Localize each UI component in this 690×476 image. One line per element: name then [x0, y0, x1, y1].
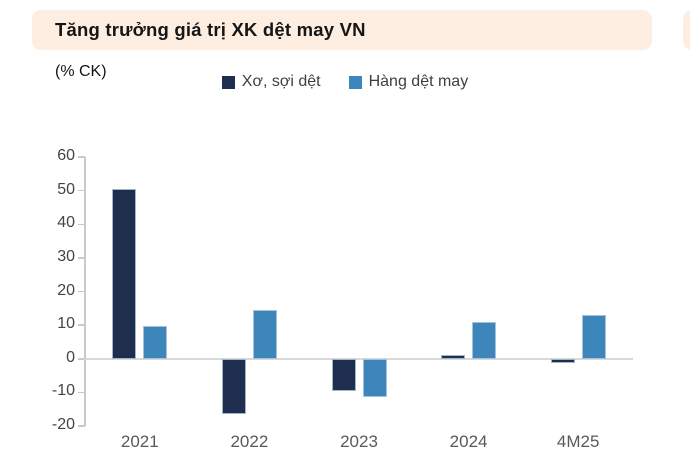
- bar-2021-series-1: [143, 326, 168, 359]
- x-tick-label: 2022: [230, 432, 269, 451]
- panel-title-box: Tăng trưởng giá trị XK dệt may VN: [32, 10, 652, 50]
- legend-swatch-dark: [221, 75, 235, 89]
- bar-2022-series-0: [221, 358, 246, 415]
- y-tick-mark: [78, 358, 85, 360]
- y-tick-mark: [78, 425, 85, 427]
- y-tick-mark: [78, 223, 85, 225]
- y-tick-label: -20: [51, 416, 75, 433]
- y-tick-mark: [78, 324, 85, 326]
- legend-swatch-blue: [348, 75, 362, 89]
- x-tick-label: 4M25: [556, 432, 600, 451]
- bar-chart: 60 50 40 30 20 10 0 -10 -20 2021 2022 2023 2024 4M25: [0, 145, 690, 476]
- legend-label: Hàng dệt may: [368, 73, 469, 90]
- panel-title: Tăng trưởng giá trị XK dệt may VN: [55, 19, 366, 40]
- bar-4M25-series-0: [550, 358, 575, 364]
- legend-item-hang-det-may: Hàng dệt may: [348, 73, 469, 91]
- x-tick-label: 2021: [120, 432, 159, 451]
- y-tick-label: 30: [57, 247, 75, 265]
- y-tick-label: 60: [57, 147, 75, 164]
- y-tick-mark: [78, 257, 85, 259]
- y-tick-mark: [78, 156, 85, 158]
- bar-2021-series-0: [112, 188, 137, 359]
- y-tick-label: 20: [57, 281, 75, 299]
- y-tick-mark: [78, 391, 85, 394]
- y-tick-label: 40: [57, 214, 75, 232]
- legend-label: Xơ, sợi dệt: [241, 73, 321, 90]
- y-tick-mark: [78, 290, 85, 293]
- y-axis-unit-label: (% CK): [55, 63, 107, 80]
- y-tick-label: 50: [57, 180, 75, 198]
- bar-2023-series-1: [362, 358, 387, 398]
- bar-2022-series-1: [252, 309, 277, 359]
- y-tick-label: 0: [66, 348, 75, 366]
- bar-4M25-series-1: [581, 315, 606, 359]
- bar-2024-series-0: [441, 354, 466, 359]
- y-tick-label: -10: [51, 382, 75, 400]
- y-tick-mark: [78, 189, 85, 192]
- x-tick-label: 2024: [449, 432, 488, 451]
- zero-baseline: [85, 357, 633, 360]
- bar-2023-series-0: [331, 358, 356, 391]
- x-tick-label: 2023: [340, 432, 378, 451]
- legend-item-xo-soi-det: Xơ, sợi dệt: [221, 73, 321, 91]
- y-tick-label: 10: [57, 315, 75, 333]
- bar-2024-series-1: [472, 321, 497, 359]
- chart-legend: Xơ, sợi dệt Hàng dệt may: [0, 73, 690, 91]
- adjacent-panel-fragment: [683, 10, 690, 50]
